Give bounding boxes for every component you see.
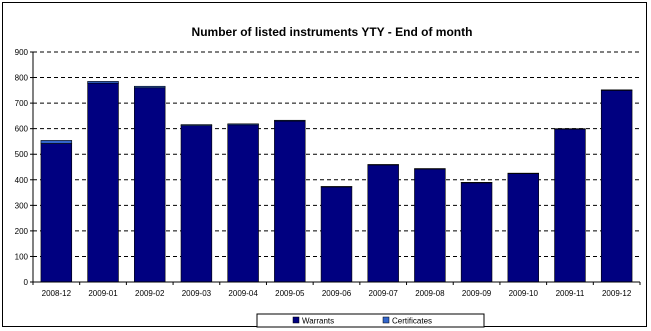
legend-swatch-certificates [382, 316, 390, 324]
bar-warrants-2009-04 [227, 124, 259, 283]
bar-certificates-2009-03 [180, 124, 213, 126]
x-tick-label: 2009-11 [556, 289, 585, 298]
x-tick-label: 2009-02 [135, 289, 165, 298]
y-tick-label: 300 [15, 201, 29, 210]
bar-certificates-2009-02 [134, 85, 166, 89]
bar-warrants-2009-11 [554, 128, 586, 283]
legend-box [256, 313, 485, 328]
bar-certificates-2009-12 [600, 89, 633, 91]
bar-certificates-2009-11 [554, 128, 586, 130]
bar-certificates-2009-06 [320, 186, 353, 188]
y-tick-label: 200 [15, 227, 29, 236]
chart-title: Number of listed instruments YTY - End o… [192, 25, 473, 39]
bar-certificates-2009-04 [227, 123, 259, 126]
bar-warrants-2009-07 [367, 164, 399, 283]
bar-certificates-2009-01 [87, 81, 119, 84]
bar-warrants-2009-06 [320, 186, 353, 283]
y-tick-label: 900 [15, 48, 29, 57]
y-tick-label: 500 [15, 150, 29, 159]
x-tick-label: 2008-12 [42, 289, 72, 298]
x-tick-label: 2009-09 [462, 289, 492, 298]
x-tick-label: 2009-12 [602, 289, 632, 298]
x-tick-label: 2009-10 [509, 289, 539, 298]
bars [40, 81, 633, 283]
x-tick-label: 2009-08 [415, 289, 445, 298]
bar-warrants-2009-03 [180, 125, 213, 283]
legend-label-certificates: Certificates [392, 317, 432, 326]
bar-warrants-2009-02 [134, 87, 166, 283]
bar-warrants-2008-12 [40, 143, 73, 283]
bar-certificates-2008-12 [40, 140, 73, 144]
bar-certificates-2009-09 [460, 182, 493, 184]
y-tick-label: 100 [15, 252, 29, 261]
bar-warrants-2009-01 [87, 82, 119, 283]
y-tick-label: 600 [15, 125, 29, 134]
bar-certificates-2009-10 [507, 172, 539, 174]
x-tick-label: 2009-06 [322, 289, 352, 298]
y-tick-label: 0 [24, 278, 29, 287]
x-tick-labels: 2008-12 2009-01 2009-02 2009-03 2009-04 2009-… [42, 289, 632, 298]
bar-warrants-2009-09 [460, 182, 493, 283]
y-tick-label: 800 [15, 74, 29, 83]
bar-warrants-2009-08 [414, 168, 446, 283]
x-tick-label: 2009-07 [369, 289, 399, 298]
bar-certificates-2009-08 [414, 168, 446, 170]
legend: Warrants Certificates [256, 313, 485, 328]
legend-swatch-warrants [292, 316, 300, 324]
x-tick-label: 2009-03 [182, 289, 212, 298]
axes [30, 51, 641, 285]
legend-label-warrants: Warrants [302, 317, 334, 326]
y-tick-label: 400 [15, 176, 29, 185]
x-tick-label: 2009-05 [275, 289, 305, 298]
bar-certificates-2009-07 [367, 164, 399, 166]
y-tick-label: 700 [15, 99, 29, 108]
x-tick-label: 2009-04 [228, 289, 258, 298]
y-tick-labels: 0 100 200 300 400 500 600 700 800 900 [15, 48, 29, 287]
bar-warrants-2009-12 [600, 90, 633, 283]
x-tick-label: 2009-01 [88, 289, 118, 298]
bar-warrants-2009-05 [274, 120, 306, 283]
bar-warrants-2009-10 [507, 173, 539, 283]
bar-certificates-2009-05 [274, 119, 306, 122]
